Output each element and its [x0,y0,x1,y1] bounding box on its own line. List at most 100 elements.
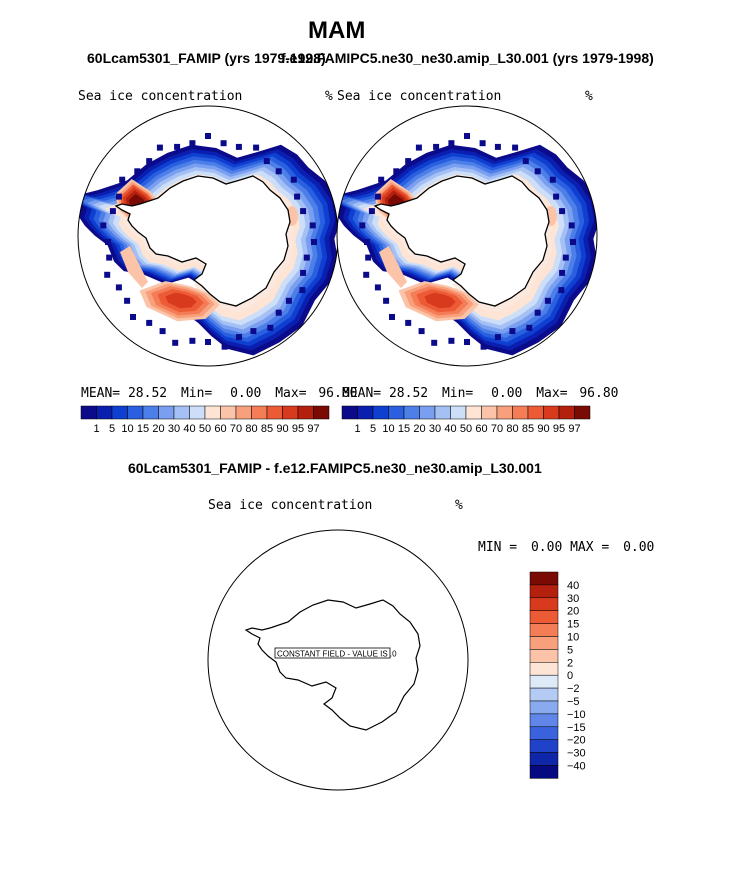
ice-edge-cell [235,334,242,341]
diff-max-value: 0.00 [623,540,655,555]
ice-edge-cell [299,287,306,294]
colorbar-swatch [465,405,482,420]
right-stats: MEAN= 28.52 Min= 0.00 Max= 96.80 [342,386,619,401]
ice-edge-cell [159,328,166,335]
left-map [77,105,339,367]
colorbar-swatch [529,584,559,599]
ice-edge-cell [105,239,111,245]
colorbar-swatch [529,713,559,728]
ice-edge-cell [134,168,141,175]
colorbar-tick-label: 2 [567,657,573,669]
ice-edge-cell [130,314,136,320]
colorbar-swatch [173,405,190,420]
ice-edge-cell [464,339,470,345]
colorbar-swatch [297,405,314,420]
colorbar-swatch [282,405,299,420]
diff-max-label: MAX = [570,540,610,555]
right-panel-title: f.e12.FAMIPC5.ne30_ne30.amip_L30.001 (yr… [281,50,654,66]
ice-edge-cell [494,334,501,341]
colorbar-swatch [357,405,374,420]
diff-variable-label: Sea ice concentration [208,498,373,513]
colorbar-swatch [96,405,113,420]
colorbar-swatch [158,405,175,420]
ice-edge-cell [235,143,242,150]
ice-edge-cell [303,254,310,261]
colorbar-swatch [529,649,559,663]
ice-edge-cell [156,144,163,151]
colorbar-tick-label: 15 [137,423,149,435]
right-units-label: % [585,89,593,104]
right-max-value: 96.80 [579,386,619,401]
colorbar-swatch [341,405,358,420]
ice-edge-cell [311,239,317,245]
difference-map: CONSTANT FIELD - VALUE IS .0 [207,529,469,791]
colorbar-tick-label: 70 [230,423,242,435]
colorbar-tick-label: 80 [506,423,518,435]
ice-edge-cell [285,297,292,304]
ice-edge-cell [205,133,211,139]
colorbar-swatch [127,405,144,420]
ice-edge-cell [290,176,297,183]
colorbar-swatch [529,636,559,650]
colorbar-tick-label: −2 [567,683,580,695]
ice-edge-cell [570,239,576,245]
colorbar-tick-label: 70 [491,423,503,435]
colorbar-tick-label: 50 [460,423,472,435]
colorbar-swatch [527,405,544,420]
ice-edge-cell [221,343,228,350]
right-min-value: 0.00 [491,386,523,401]
difference-map-coastline [244,599,421,731]
colorbar-tick-label: 10 [567,632,579,644]
colorbar-swatch [529,739,559,753]
ice-edge-cell [378,176,385,183]
ice-edge-cell [448,140,455,147]
colorbar-tick-label: 10 [121,423,133,435]
right-map-coastline [373,175,550,307]
colorbar-swatch [529,687,559,702]
colorbar-tick-label: 1 [354,423,360,435]
ice-edge-cell [479,140,486,147]
page-title: MAM [308,17,366,44]
colorbar-tick-label: 0 [567,670,573,682]
right-mean-value: 28.52 [388,386,429,401]
colorbar-swatch [481,405,498,420]
colorbar-tick-label: 60 [214,423,226,435]
right-map [336,105,598,367]
colorbar-swatch [543,405,560,420]
colorbar-tick-label: −10 [567,709,586,721]
ice-edge-cell [124,297,131,304]
constant-field-label: CONSTANT FIELD - VALUE IS .0 [277,650,397,659]
ice-edge-cell [568,222,575,229]
colorbar-swatch [574,405,591,420]
ice-edge-cell [553,193,560,200]
right-mean-label: MEAN= [342,386,382,401]
colorbar-swatch [189,405,206,420]
left-min-value: 0.00 [230,386,262,401]
ice-edge-cell [534,168,541,175]
left-max-label: Max= [275,386,307,401]
ice-edge-cell [433,143,440,150]
ice-edge-cell [526,324,533,331]
colorbar-tick-label: 20 [413,423,425,435]
colorbar-tick-label: 5 [370,423,376,435]
ice-edge-cell [383,297,390,304]
ice-edge-cell [448,337,455,344]
constant-field-box [274,647,391,659]
ice-edge-cell [115,193,122,200]
colorbar-swatch [529,726,559,740]
colorbar-tick-label: 85 [522,423,534,435]
colorbar-tick-label: 30 [168,423,180,435]
left-mean-value: 28.52 [127,386,168,401]
ice-edge-cell [300,208,307,215]
colorbar-tick-label: 1 [93,423,99,435]
ross-ice [424,292,456,309]
left-colorbar: 1 5 10 15 20 30 40 50 60 70 80 85 90 95 97 [80,405,330,435]
ice-edge-cell [106,254,113,261]
colorbar-tick-label: 90 [276,423,288,435]
left-variable-label: Sea ice concentration [78,89,243,104]
diff-min-label: MIN = [478,540,518,555]
colorbar-swatch [80,405,97,420]
ice-edge-cell [494,143,501,150]
right-map-border [336,105,598,367]
colorbar-tick-label: 5 [109,423,115,435]
